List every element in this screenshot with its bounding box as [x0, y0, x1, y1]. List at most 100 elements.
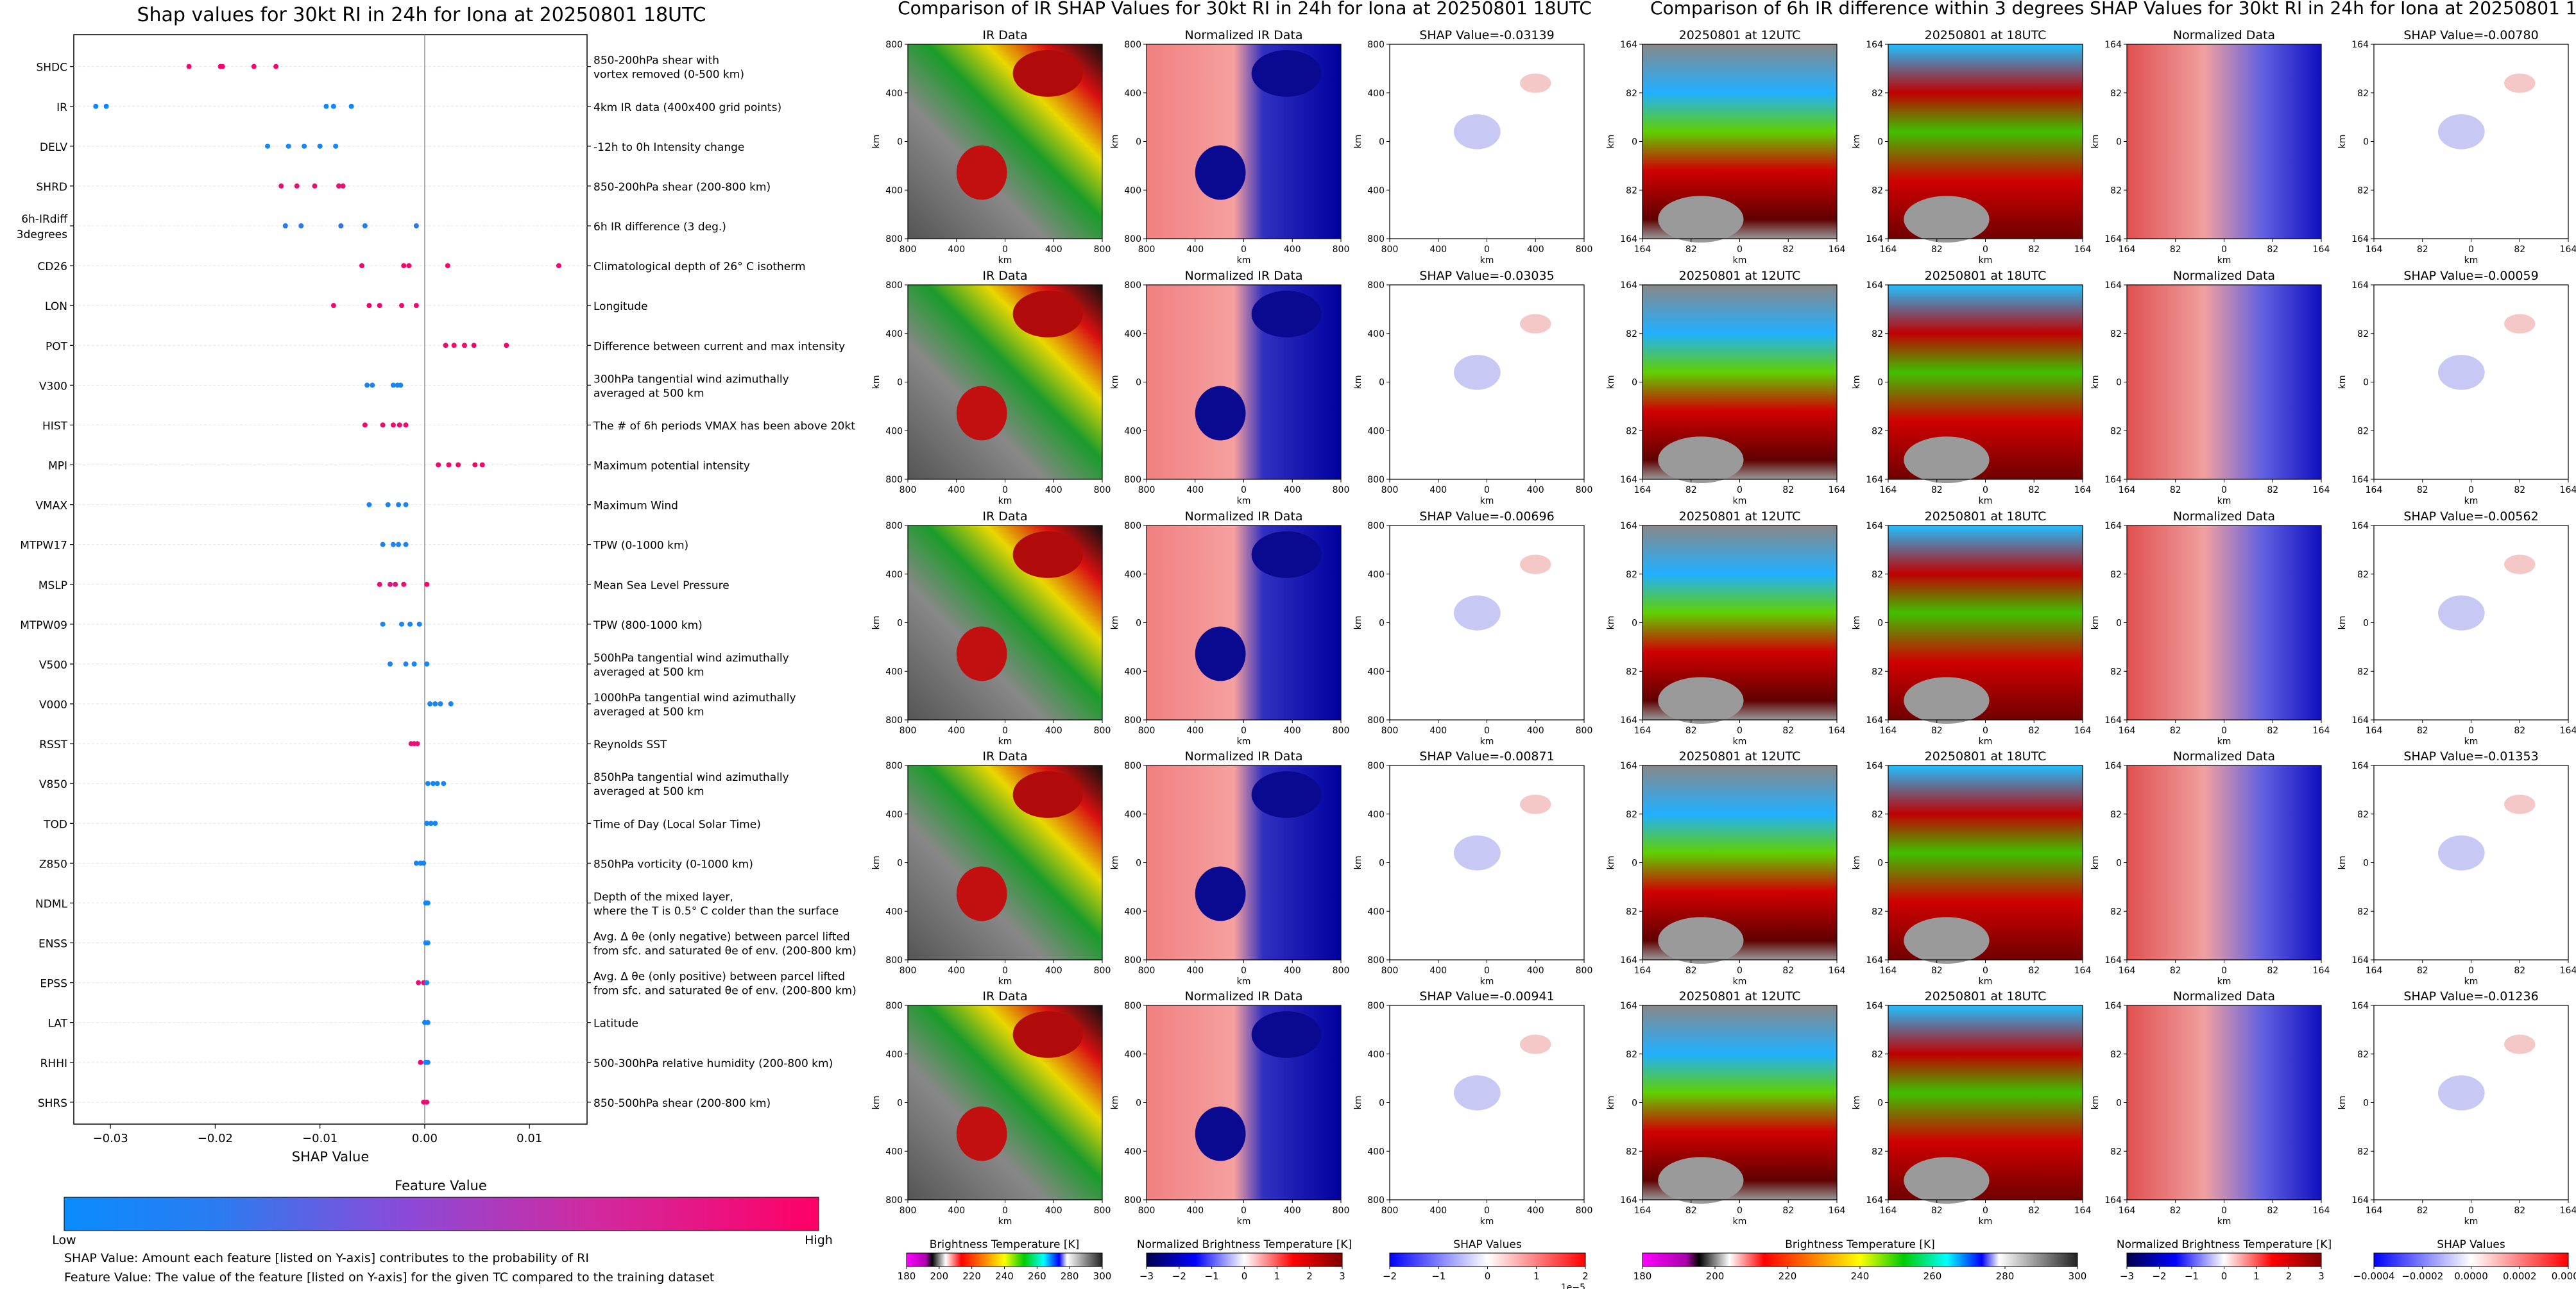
x-tick-label: 400 [1284, 1206, 1301, 1216]
colorbar-label: Normalized Brightness Temperature [K] [1137, 1238, 1352, 1251]
x-axis-label: km [1237, 255, 1251, 266]
colorbar-tick-label: −2 [2152, 1270, 2166, 1282]
x-tick-label: 800 [1094, 966, 1111, 976]
y-tick-label: 164 [1866, 280, 1883, 291]
cloud-band [1251, 771, 1322, 818]
feature-label: DELV [40, 141, 67, 154]
x-tick-label: 800 [900, 726, 917, 736]
shap-point [424, 581, 430, 587]
x-tick-label: 164 [1880, 244, 1897, 255]
y-tick-label: 164 [1866, 955, 1883, 966]
x-tick-label: 82 [2267, 485, 2278, 495]
shap-point [401, 263, 407, 269]
panel-title: IR Data [982, 749, 1027, 764]
x-axis-label: km [1480, 1216, 1494, 1227]
colorbar-tick-label: −0.0002 [2401, 1270, 2443, 1282]
y-tick-label: 164 [2351, 1195, 2369, 1206]
y-tick-label: 800 [885, 955, 903, 966]
shap-blue-region [2437, 355, 2485, 390]
y-tick-label: 800 [1367, 234, 1385, 244]
y-tick-label: 0 [2363, 619, 2369, 629]
colorbar-tick-label: 200 [930, 1270, 949, 1282]
y-tick-label: 0 [1136, 619, 1141, 629]
feature-description: from sfc. and saturated θe of env. (200-… [593, 945, 857, 958]
y-axis-label: km [2337, 1096, 2348, 1110]
feature-description: Avg. Δ θe (only negative) between parcel… [593, 931, 850, 944]
y-axis-label: km [2090, 616, 2101, 630]
shap-point [364, 382, 370, 388]
panel-title: Normalized IR Data [1185, 269, 1303, 283]
x-tick-label: 0 [1241, 966, 1247, 976]
y-tick-label: 400 [885, 426, 903, 436]
shap-point [278, 183, 284, 189]
x-tick-label: 400 [1429, 485, 1447, 495]
shap-point [377, 581, 382, 587]
x-tick-label: 400 [1284, 485, 1301, 495]
feature-label: V850 [39, 778, 67, 791]
y-tick-label: 400 [1367, 1050, 1385, 1060]
x-axis-label: km [1733, 496, 1747, 506]
y-axis-label: km [1606, 375, 1616, 389]
shap-point [380, 621, 386, 627]
x-tick-label: 800 [1094, 1206, 1111, 1216]
feature-label: V300 [39, 380, 67, 393]
y-tick-label: 800 [1124, 40, 1141, 50]
colorbar-tick-label: 280 [1996, 1270, 2015, 1282]
shap-point [370, 382, 375, 388]
y-tick-label: 82 [2110, 426, 2122, 436]
panel-title: SHAP Value=-0.01353 [2403, 749, 2538, 764]
y-tick-label: 800 [1367, 475, 1385, 485]
shap-point [399, 621, 405, 627]
x-tick-label: 82 [2028, 485, 2040, 495]
y-tick-label: 400 [885, 667, 903, 677]
y-tick-label: 800 [885, 715, 903, 726]
colorbar-gradient [1146, 1252, 1343, 1267]
x-tick-label: 82 [1685, 966, 1697, 976]
x-tick-label: 82 [1685, 485, 1697, 495]
shap-point [390, 542, 396, 547]
shap-point [448, 701, 454, 707]
feature-description: Difference between current and max inten… [593, 340, 845, 353]
y-tick-label: 400 [1367, 907, 1385, 917]
y-tick-label: 164 [2351, 1001, 2369, 1011]
y-tick-label: 164 [1620, 1195, 1637, 1206]
y-tick-label: 82 [1872, 810, 1883, 820]
y-tick-label: 82 [2357, 1147, 2369, 1157]
shap-plot-title: Shap values for 30kt RI in 24h for Iona … [137, 4, 706, 26]
feature-label: ENSS [38, 938, 67, 951]
y-tick-label: 800 [885, 234, 903, 244]
x-tick-label: 82 [2267, 966, 2278, 976]
x-tick-label: 400 [1045, 485, 1062, 495]
storm-core [1195, 145, 1246, 200]
feature-description: 6h IR difference (3 deg.) [593, 221, 726, 234]
x-tick-label: 164 [2560, 726, 2576, 736]
shap-point [388, 661, 393, 667]
x-tick-label: 800 [900, 485, 917, 495]
x-tick-label: 0 [2468, 1206, 2474, 1216]
panel-title: Normalized IR Data [1185, 509, 1303, 524]
warm-region [1658, 1157, 1744, 1204]
y-axis-label: km [1852, 1096, 1862, 1110]
x-tick-label: 400 [1429, 1206, 1447, 1216]
panel-title: SHAP Value=-0.03139 [1419, 28, 1554, 42]
y-tick-label: 82 [2110, 185, 2122, 196]
shap-point [471, 343, 477, 348]
y-axis-label: km [2090, 1096, 2101, 1110]
x-tick-label: 0 [1002, 1206, 1008, 1216]
y-tick-label: 400 [885, 89, 903, 99]
shap-point [428, 821, 434, 826]
y-tick-label: 164 [1866, 1001, 1883, 1011]
feature-label: IR [56, 101, 67, 114]
y-tick-label: 164 [2104, 234, 2122, 244]
y-tick-label: 164 [2104, 521, 2122, 531]
x-axis-label: km [1237, 1216, 1251, 1227]
x-tick-label: 82 [2514, 1206, 2525, 1216]
y-tick-label: 164 [1866, 1195, 1883, 1206]
x-tick-label: 0 [1002, 726, 1008, 736]
